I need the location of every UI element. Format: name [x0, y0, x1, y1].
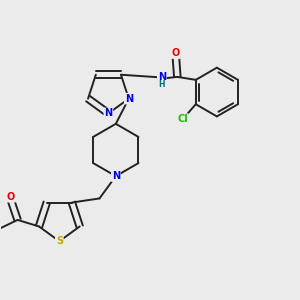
Text: O: O — [172, 48, 180, 58]
Text: N: N — [158, 73, 166, 82]
Text: N: N — [104, 108, 112, 118]
Text: S: S — [56, 236, 63, 246]
Text: Cl: Cl — [177, 114, 188, 124]
Text: N: N — [125, 94, 133, 104]
Text: O: O — [7, 192, 15, 202]
Text: H: H — [159, 80, 165, 89]
Text: N: N — [112, 171, 120, 181]
